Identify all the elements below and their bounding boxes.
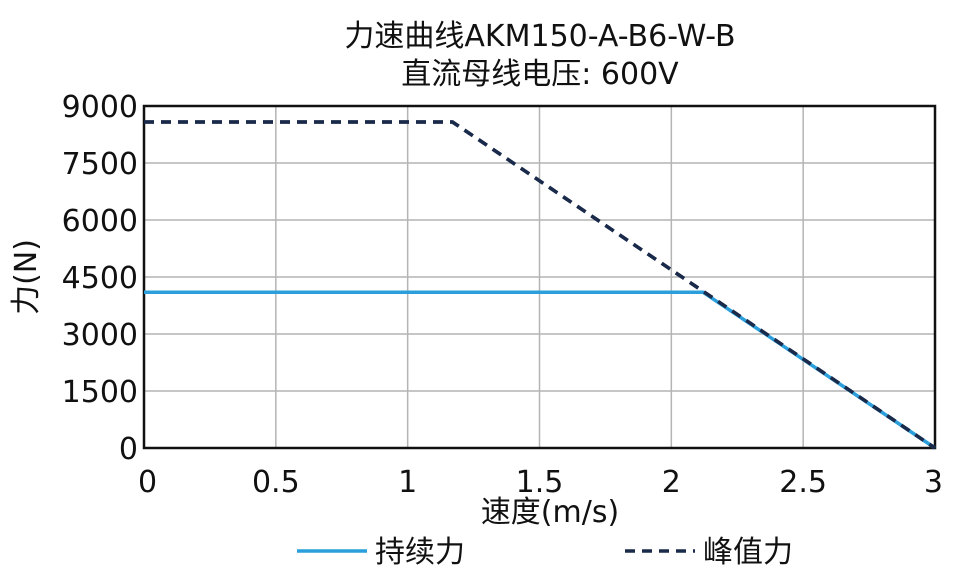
x-tick-label: 1 <box>398 465 417 500</box>
series-line-peak-force-overlay <box>144 120 936 450</box>
y-axis-label: 力(N) <box>9 239 44 315</box>
y-tick-label: 6000 <box>62 204 138 239</box>
y-tick-label: 4500 <box>62 261 138 296</box>
y-tick-label: 3000 <box>62 318 138 353</box>
x-axis-label: 速度(m/s) <box>481 495 619 530</box>
legend-label-0: 持续力 <box>375 535 465 570</box>
legend: 持续力 峰值力 <box>297 535 793 570</box>
y-tick-label: 9000 <box>62 90 138 125</box>
grid-lines <box>143 105 936 449</box>
x-tick-label: 2 <box>662 465 681 500</box>
series-line-continuous-force <box>144 290 936 450</box>
x-tick-label: 3 <box>924 465 943 500</box>
x-tick-label: 2.5 <box>779 465 827 500</box>
x-tick-label: 0.5 <box>252 465 300 500</box>
x-tick-label: 0 <box>138 465 157 500</box>
y-tick-label: 1500 <box>62 375 138 410</box>
plot-frame <box>142 104 937 450</box>
legend-label-1: 峰值力 <box>703 535 793 570</box>
tick-labels: 0 0.5 1 1.5 2 2.5 3 0 1500 3000 4500 6000 7500 9000 <box>62 90 943 500</box>
y-tick-label: 7500 <box>62 147 138 182</box>
chart-subtitle: 直流母线电压: 600V <box>401 57 679 92</box>
y-tick-label: 0 <box>119 432 138 467</box>
chart-title: 力速曲线AKM150-A-B6-W-B <box>344 19 735 54</box>
x-tick-label: 1.5 <box>516 465 564 500</box>
series-lines <box>144 120 936 450</box>
